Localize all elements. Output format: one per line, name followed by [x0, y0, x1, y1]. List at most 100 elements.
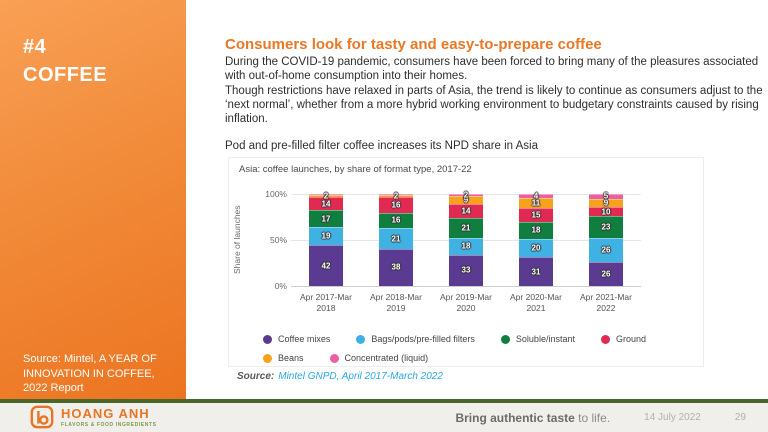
- bar-segment: 20: [519, 238, 553, 258]
- footer: HOANG ANH FLAVORS & FOOD INGREDIENTS Bri…: [0, 403, 768, 432]
- stacked-bar: 42 19 17 14 2: [309, 191, 343, 286]
- footer-tagline: Bring authentic taste to life.: [455, 411, 610, 425]
- legend-swatch-icon: [329, 353, 339, 363]
- sidebar-source-note: Source: Mintel, A YEAR OF INNOVATION IN …: [23, 353, 157, 394]
- bar-segment: 17: [309, 210, 343, 227]
- bar-value-label: 38: [391, 262, 401, 272]
- bar-value-label: 19: [321, 231, 331, 241]
- bar-segment: 21: [379, 228, 413, 249]
- body-paragraph-1: During the COVID-19 pandemic, consumers …: [225, 56, 759, 83]
- chart-source-label: Source:: [237, 371, 275, 382]
- chart-title: Asia: coffee launches, by share of forma…: [239, 164, 472, 175]
- bar-segment: 2: [309, 191, 343, 200]
- chart-card: Asia: coffee launches, by share of forma…: [228, 157, 704, 367]
- bar-value-label: 15: [531, 210, 541, 220]
- bar-value-label: 14: [321, 199, 331, 209]
- chart-source-text: Mintel GNPD, April 2017-March 2022: [278, 371, 443, 382]
- chart-legend: Coffee mixes Bags/pods/pre-filled filters…: [263, 334, 699, 372]
- bar-segment: 9: [589, 198, 623, 207]
- bar-value-label: 14: [461, 206, 471, 216]
- bar-value-label: 16: [391, 200, 401, 210]
- bar-value-label: 42: [321, 261, 331, 271]
- legend-swatch-icon: [600, 334, 610, 344]
- logo-text-block: HOANG ANH FLAVORS & FOOD INGREDIENTS: [61, 406, 157, 428]
- bar-value-label: 18: [531, 225, 541, 235]
- legend-row: Beans Concentrated (liquid): [263, 353, 699, 363]
- bar-segment: 19: [309, 226, 343, 246]
- bar-segment: [309, 194, 343, 196]
- logo-subtitle: FLAVORS & FOOD INGREDIENTS: [61, 422, 157, 428]
- y-tick-label: 50%: [269, 235, 287, 245]
- bar-segment: 42: [309, 245, 343, 286]
- footer-right: Bring authentic taste to life. 14 July 2…: [455, 403, 746, 432]
- footer-tagline-bold: Bring authentic taste: [455, 410, 575, 425]
- bar-value-label: 10: [601, 207, 611, 217]
- page-number: 29: [734, 412, 746, 423]
- legend-item: Coffee mixes: [263, 334, 330, 344]
- legend-row: Coffee mixes Bags/pods/pre-filled filters…: [263, 334, 699, 344]
- legend-swatch-icon: [356, 334, 366, 344]
- legend-label: Coffee mixes: [278, 334, 331, 344]
- x-axis-label: Apr 2021-Mar 2022: [580, 292, 632, 313]
- slide-heading: Consumers look for tasty and easy-to-pre…: [225, 36, 602, 53]
- bar-segment: 4: [519, 191, 553, 200]
- bar-segment: 11: [519, 197, 553, 208]
- bar-segment: 38: [379, 248, 413, 286]
- legend-item: Beans: [263, 353, 304, 363]
- bar-value-label: 11: [531, 198, 541, 208]
- chart-plot: 42 19 17 14 2 38 21 16 16 2 33 18 21 14 9 2 31 20 18 15 11 4 2…: [291, 190, 641, 287]
- legend-swatch-icon: [263, 334, 272, 344]
- legend-swatch-icon: [263, 353, 272, 363]
- bar-segment: 23: [589, 216, 623, 238]
- x-axis-label: Apr 2019-Mar 2020: [440, 292, 492, 313]
- bar-value-label: 26: [601, 245, 611, 255]
- bar-value-label: 2: [393, 191, 399, 201]
- x-axis-label: Apr 2017-Mar 2018: [300, 292, 352, 313]
- bar-value-label: 5: [603, 191, 609, 201]
- bar-value-label: 2: [463, 190, 469, 200]
- legend-item: Ground: [600, 334, 646, 344]
- stacked-bar: 31 20 18 15 11 4: [519, 191, 553, 286]
- bar-segment: 10: [589, 207, 623, 217]
- legend-label: Concentrated (liquid): [344, 353, 429, 363]
- hoang-anh-logo: HOANG ANH FLAVORS & FOOD INGREDIENTS: [30, 405, 157, 429]
- section-title: #4 COFFEE: [23, 33, 107, 89]
- bar-segment: 18: [519, 221, 553, 239]
- bar-segment: 33: [449, 254, 483, 286]
- logo-name: HOANG ANH: [61, 406, 150, 421]
- bar-value-label: 33: [461, 265, 471, 275]
- legend-label: Beans: [278, 353, 304, 363]
- bar-value-label: 17: [321, 214, 331, 224]
- bar-value-label: 16: [391, 215, 401, 225]
- x-axis-label: Apr 2020-Mar 2021: [510, 292, 562, 313]
- legend-label: Bags/pods/pre-filled filters: [371, 334, 475, 344]
- bar-value-label: 4: [533, 191, 539, 201]
- y-tick-label: 100%: [265, 189, 287, 199]
- bar-value-label: 9: [463, 195, 469, 205]
- bar-value-label: 21: [391, 234, 401, 244]
- section-number: #4: [23, 36, 47, 58]
- y-axis-label: Share of launches: [232, 205, 242, 275]
- bar-value-label: 18: [461, 241, 471, 251]
- chart-source: Source: Mintel GNPD, April 2017-March 202…: [237, 371, 443, 382]
- legend-item: Soluble/instant: [500, 334, 575, 344]
- legend-label: Soluble/instant: [515, 334, 575, 344]
- bar-segment: 16: [379, 196, 413, 213]
- x-axis-label: Apr 2018-Mar 2019: [370, 292, 422, 313]
- body-paragraph-2: Though restrictions have relaxed in part…: [225, 84, 763, 125]
- section-name: COFFEE: [23, 64, 108, 86]
- y-tick-label: 0%: [274, 281, 287, 291]
- bar-value-label: 23: [601, 222, 611, 232]
- legend-swatch-icon: [500, 334, 510, 344]
- gridline-0: [291, 286, 641, 287]
- bar-segment: 14: [309, 196, 343, 211]
- hoang-anh-logo-icon: [30, 405, 54, 429]
- bar-segment: 31: [519, 257, 553, 286]
- legend-label: Ground: [615, 334, 646, 344]
- bar-segment: 9: [449, 196, 483, 205]
- bar-segment: 5: [589, 192, 623, 201]
- bar-segment: 2: [379, 191, 413, 200]
- legend-item: Bags/pods/pre-filled filters: [356, 334, 475, 344]
- bar-segment: 26: [589, 237, 623, 262]
